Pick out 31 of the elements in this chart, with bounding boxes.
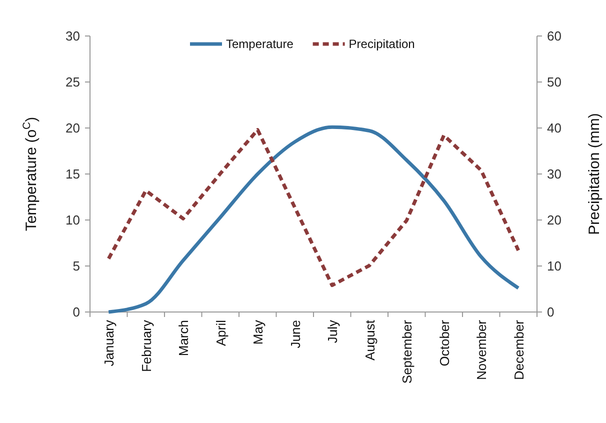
x-tick-label: March [176,320,192,356]
y2-tick-label: 0 [547,304,554,320]
y-tick-label: 30 [66,28,80,44]
legend-label: Precipitation [348,37,415,52]
y-tick-label: 5 [72,258,80,274]
y-tick-label: 20 [66,120,80,136]
x-tick-label: October [436,319,452,366]
x-tick-label: August [362,320,378,360]
y2-tick-label: 40 [547,120,562,136]
x-tick-label: June [288,320,303,348]
x-tick-label: January [102,320,117,366]
x-tick-label: September [400,319,415,384]
y-tick-label: 15 [66,166,80,182]
y2-tick-label: 50 [547,74,562,90]
y-tick-label: 25 [66,74,80,90]
y2-tick-label: 20 [547,212,562,228]
x-tick-label: December [511,319,526,380]
y2-tick-label: 30 [547,166,562,182]
y-tick-label: 10 [66,212,80,228]
legend-label: Temperature [226,37,294,52]
y2-tick-label: 60 [547,28,562,44]
x-tick-label: April [213,320,228,346]
x-tick-label: November [474,319,490,380]
x-tick-label: February [138,320,154,372]
y-tick-label: 0 [72,304,80,320]
y2-axis-title: Precipitation (mm) [586,113,603,235]
x-tick-label: July [325,320,340,344]
line-series [106,125,520,314]
y2-tick-label: 10 [547,258,562,274]
x-tick-label: May [250,320,266,345]
line-series [106,128,520,288]
